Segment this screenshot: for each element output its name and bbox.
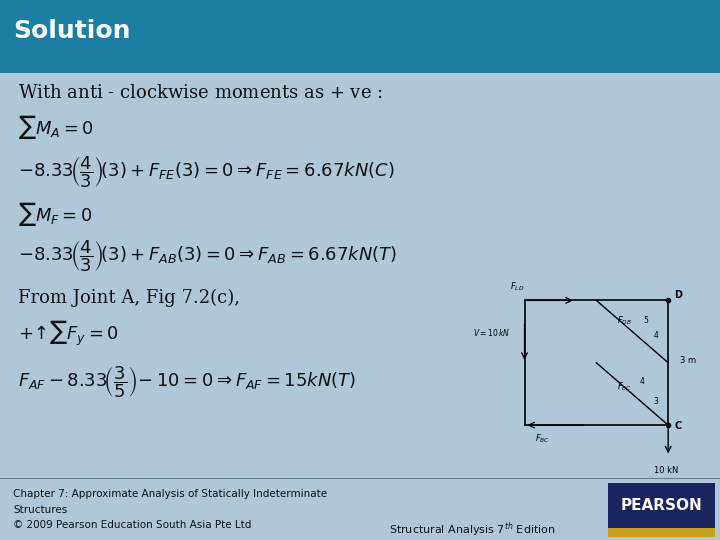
Text: 10 kN: 10 kN xyxy=(654,466,678,475)
Text: Structural Analysis 7$^{th}$ Edition: Structural Analysis 7$^{th}$ Edition xyxy=(389,520,555,538)
FancyBboxPatch shape xyxy=(608,483,715,537)
Text: $F_{DB}$: $F_{DB}$ xyxy=(617,314,632,327)
Text: $\sum M_A = 0$: $\sum M_A = 0$ xyxy=(18,113,94,141)
Text: With anti - clockwise moments as $+$ ve :: With anti - clockwise moments as $+$ ve … xyxy=(18,84,383,102)
Text: D: D xyxy=(675,291,683,300)
Text: C: C xyxy=(675,421,682,431)
Text: 4: 4 xyxy=(654,331,659,340)
Text: 5: 5 xyxy=(644,316,649,325)
Text: $F_{AF}-8.33\!\left(\dfrac{3}{5}\right)\!-10=0\Rightarrow F_{AF}=15kN(T)$: $F_{AF}-8.33\!\left(\dfrac{3}{5}\right)\… xyxy=(18,364,356,400)
Text: $F_{EC}$: $F_{EC}$ xyxy=(617,381,631,393)
Text: $F_{BC}$: $F_{BC}$ xyxy=(535,433,549,446)
Text: Structures: Structures xyxy=(13,505,67,515)
Text: $\sum M_F = 0$: $\sum M_F = 0$ xyxy=(18,200,93,228)
Text: $V=10\,kN$: $V=10\,kN$ xyxy=(473,327,510,338)
Text: 4: 4 xyxy=(639,376,644,386)
Text: $-8.33\!\left(\dfrac{4}{3}\right)\!(3)+F_{FE}(3)=0\Rightarrow F_{FE}=6.67kN(C)$: $-8.33\!\left(\dfrac{4}{3}\right)\!(3)+F… xyxy=(18,154,395,190)
Text: $+\!\uparrow\!\sum F_y = 0$: $+\!\uparrow\!\sum F_y = 0$ xyxy=(18,319,119,348)
Text: From Joint A, Fig 7.2(c),: From Joint A, Fig 7.2(c), xyxy=(18,289,240,307)
FancyBboxPatch shape xyxy=(608,528,715,537)
Text: 3: 3 xyxy=(654,397,659,406)
Text: 3 m: 3 m xyxy=(680,356,696,364)
Text: $F_{LD}$: $F_{LD}$ xyxy=(510,281,524,293)
Text: Chapter 7: Approximate Analysis of Statically Indeterminate: Chapter 7: Approximate Analysis of Stati… xyxy=(13,489,327,499)
Text: © 2009 Pearson Education South Asia Pte Ltd: © 2009 Pearson Education South Asia Pte … xyxy=(13,520,251,530)
Text: $-8.33\!\left(\dfrac{4}{3}\right)\!(3)+F_{AB}(3)=0\Rightarrow F_{AB}=6.67kN(T)$: $-8.33\!\left(\dfrac{4}{3}\right)\!(3)+F… xyxy=(18,239,397,274)
Text: PEARSON: PEARSON xyxy=(621,498,703,513)
Text: Solution: Solution xyxy=(13,19,130,43)
FancyBboxPatch shape xyxy=(0,0,720,73)
